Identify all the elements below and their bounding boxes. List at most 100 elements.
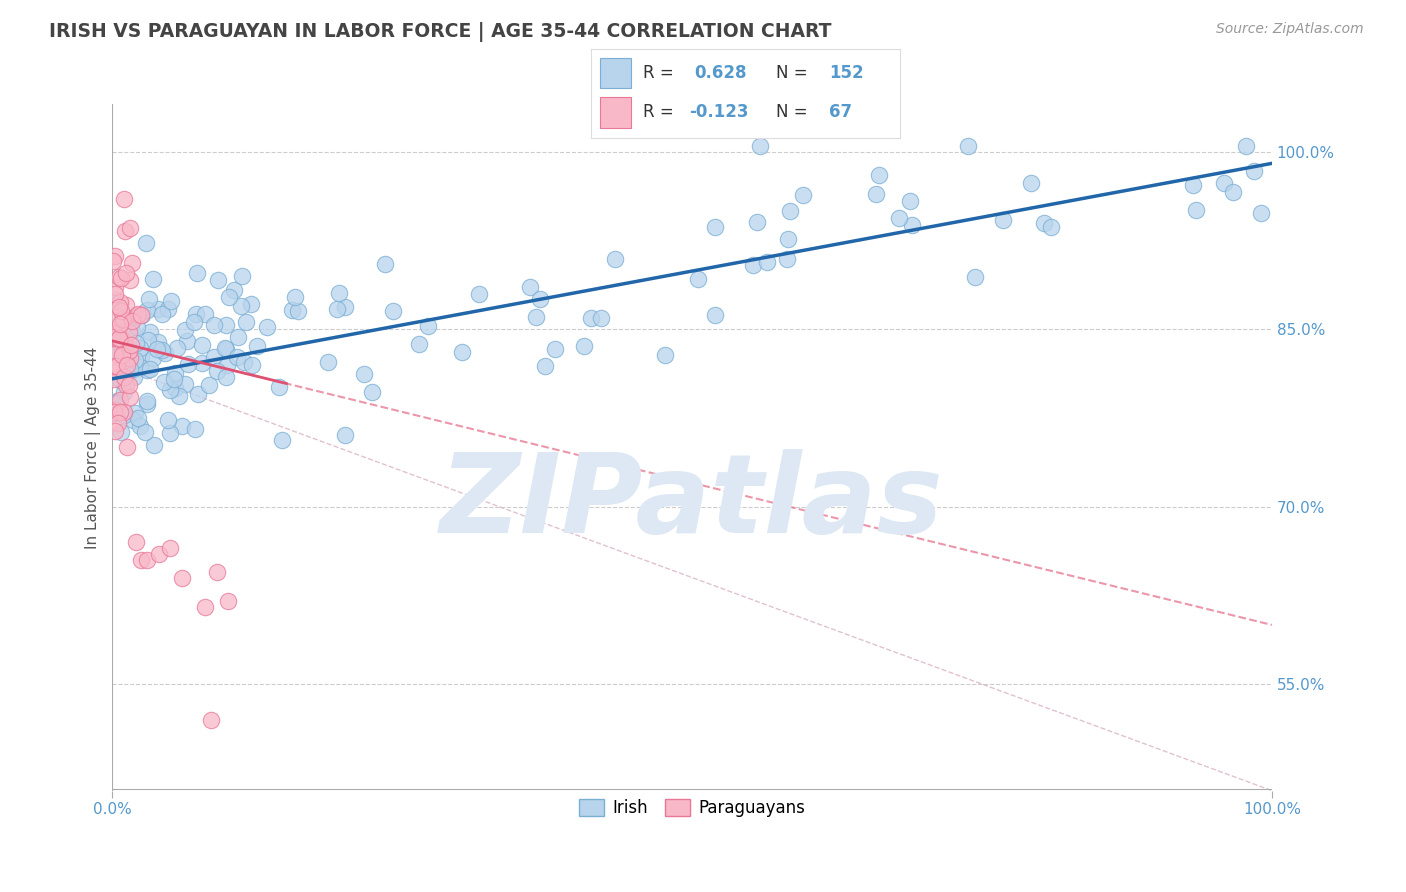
Point	[194, 307, 217, 321]
Point	[108, 371, 131, 385]
Point	[118, 350, 141, 364]
Point	[146, 343, 169, 357]
Point	[1181, 178, 1204, 193]
Point	[240, 297, 263, 311]
Point	[135, 235, 157, 250]
Point	[792, 187, 814, 202]
Point	[129, 308, 152, 322]
Text: IRISH VS PARAGUAYAN IN LABOR FORCE | AGE 35-44 CORRELATION CHART: IRISH VS PARAGUAYAN IN LABOR FORCE | AGE…	[49, 22, 832, 42]
Point	[115, 266, 138, 280]
Point	[163, 372, 186, 386]
Point	[118, 326, 141, 340]
Point	[114, 224, 136, 238]
Point	[381, 303, 404, 318]
Point	[108, 392, 131, 407]
Point	[124, 535, 146, 549]
Point	[166, 342, 188, 356]
Point	[114, 298, 136, 312]
Point	[107, 416, 129, 430]
Point	[110, 425, 132, 439]
Point	[157, 413, 180, 427]
Point	[105, 393, 128, 408]
Point	[965, 270, 987, 285]
Point	[135, 394, 157, 409]
Point	[127, 307, 149, 321]
Point	[105, 396, 128, 410]
Point	[957, 138, 980, 153]
Point	[184, 422, 207, 436]
Point	[118, 351, 141, 365]
Point	[194, 600, 217, 615]
Point	[207, 273, 229, 287]
Point	[118, 221, 141, 235]
Point	[108, 331, 131, 345]
Point	[115, 358, 138, 372]
Text: 0.628: 0.628	[695, 64, 747, 82]
Point	[467, 287, 489, 301]
Point	[136, 553, 159, 567]
Point	[104, 324, 127, 338]
Point	[333, 301, 356, 315]
Point	[115, 378, 138, 392]
Point	[776, 252, 799, 267]
Point	[686, 271, 709, 285]
Point	[118, 273, 141, 287]
Point	[127, 411, 149, 425]
Point	[186, 307, 208, 321]
Point	[136, 302, 159, 317]
Point	[131, 553, 153, 567]
Point	[122, 310, 145, 325]
Point	[103, 347, 125, 361]
Point	[101, 330, 124, 344]
Point	[152, 376, 174, 390]
Point	[865, 187, 887, 202]
Point	[202, 318, 225, 332]
Point	[451, 345, 474, 359]
Bar	[600, 97, 631, 128]
Point	[1212, 177, 1234, 191]
Text: N =: N =	[776, 103, 807, 121]
Point	[326, 302, 349, 317]
Text: -0.123: -0.123	[689, 103, 749, 121]
Point	[108, 300, 131, 314]
Point	[1236, 138, 1258, 153]
Point	[572, 339, 595, 353]
Point	[603, 252, 626, 267]
Point	[232, 355, 254, 369]
Point	[267, 379, 290, 393]
Point	[186, 266, 208, 280]
Point	[160, 293, 183, 308]
Point	[131, 308, 153, 322]
Y-axis label: In Labor Force | Age 35-44: In Labor Force | Age 35-44	[86, 346, 101, 549]
Point	[215, 342, 238, 356]
Point	[121, 314, 143, 328]
Point	[1019, 176, 1042, 190]
Point	[103, 336, 125, 351]
Point	[361, 385, 384, 400]
Point	[108, 270, 131, 285]
Point	[240, 358, 263, 372]
Point	[112, 409, 135, 423]
Point	[1243, 163, 1265, 178]
Point	[115, 441, 138, 455]
Point	[529, 292, 551, 306]
Point	[104, 249, 127, 263]
Point	[127, 308, 149, 322]
Point	[112, 312, 135, 326]
Point	[176, 334, 198, 349]
Point	[103, 405, 125, 419]
Point	[335, 428, 357, 442]
Point	[124, 352, 146, 367]
Legend: Irish, Paraguayans: Irish, Paraguayans	[572, 792, 811, 823]
Point	[519, 279, 541, 293]
Point	[271, 434, 294, 448]
Point	[1185, 202, 1208, 217]
Point	[112, 192, 135, 206]
Point	[110, 304, 132, 318]
Point	[143, 438, 166, 452]
Point	[108, 317, 131, 331]
Point	[165, 366, 187, 380]
Point	[287, 304, 309, 318]
Point	[111, 342, 134, 356]
Point	[104, 424, 127, 438]
